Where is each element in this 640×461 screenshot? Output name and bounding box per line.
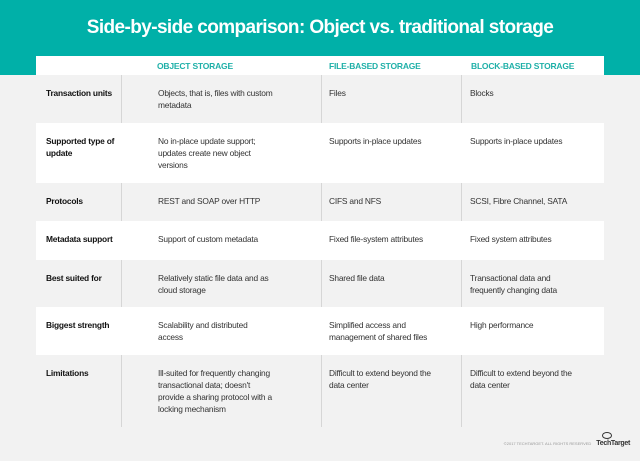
object-cell: Ill-suited for frequently changing trans… <box>158 368 272 414</box>
eye-icon <box>602 432 613 439</box>
techtarget-logo: TechTarget <box>596 432 630 447</box>
block-cell: Transactional data and frequently changi… <box>470 273 557 295</box>
header-file-storage: FILE-BASED STORAGE <box>329 61 421 71</box>
column-divider <box>121 75 122 123</box>
column-divider <box>461 183 462 221</box>
table-row: Limitations Ill-suited for frequently cha… <box>36 355 604 427</box>
table-row: Best suited for Relatively static file da… <box>36 260 604 307</box>
column-divider <box>121 183 122 221</box>
row-label: Transaction units <box>46 88 112 98</box>
column-divider <box>461 75 462 123</box>
table-row: Transaction units Objects, that is, files… <box>36 75 604 123</box>
object-cell: No in-place update support; updates crea… <box>158 136 256 170</box>
copyright: ©2017 TECHTARGET. ALL RIGHTS RESERVED <box>503 441 592 446</box>
page-title: Side-by-side comparison: Object vs. trad… <box>86 17 554 38</box>
column-divider <box>321 260 322 307</box>
logo-text: TechTarget <box>596 440 630 447</box>
header-block-storage: BLOCK-BASED STORAGE <box>471 61 575 71</box>
comparison-table: OBJECT STORAGE FILE-BASED STORAGE BLOCK-… <box>36 56 604 427</box>
file-cell: Difficult to extend beyond the data cent… <box>329 368 431 390</box>
column-divider <box>461 260 462 307</box>
object-cell: Support of custom metadata <box>158 234 259 244</box>
column-divider <box>321 75 322 123</box>
block-cell: Blocks <box>470 88 494 98</box>
column-divider <box>121 260 122 307</box>
file-cell: Simplified access and management of shar… <box>329 320 428 342</box>
table-row: Supported type of update No in-place upda… <box>36 123 604 183</box>
row-label: Supported type of update <box>46 136 115 158</box>
file-cell: Shared file data <box>329 273 385 283</box>
row-label: Limitations <box>46 368 89 378</box>
header-object-storage: OBJECT STORAGE <box>157 61 233 71</box>
column-divider <box>321 355 322 427</box>
file-cell: Files <box>329 88 346 98</box>
table-row: Protocols REST and SOAP over HTTP CIFS and… <box>36 183 604 221</box>
table-row: Biggest strength Scalability and distribu… <box>36 307 604 355</box>
object-cell: Objects, that is, files with custom meta… <box>158 88 273 110</box>
column-divider <box>121 355 122 427</box>
row-label: Metadata support <box>46 234 113 244</box>
row-label: Protocols <box>46 196 83 206</box>
column-divider <box>321 183 322 221</box>
row-label: Biggest strength <box>46 320 110 330</box>
block-cell: Difficult to extend beyond the data cent… <box>470 368 572 390</box>
file-cell: Fixed file-system attributes <box>329 234 424 244</box>
file-cell: Supports in-place updates <box>329 136 422 146</box>
table-header: OBJECT STORAGE FILE-BASED STORAGE BLOCK-… <box>36 56 604 75</box>
table-row: Metadata support Support of custom metada… <box>36 221 604 260</box>
row-label: Best suited for <box>46 273 102 283</box>
block-cell: Fixed system attributes <box>470 234 552 244</box>
file-cell: CIFS and NFS <box>329 196 382 206</box>
block-cell: Supports in-place updates <box>470 136 563 146</box>
object-cell: REST and SOAP over HTTP <box>158 196 261 206</box>
object-cell: Scalability and distributed access <box>158 320 248 342</box>
block-cell: SCSI, Fibre Channel, SATA <box>470 196 568 206</box>
block-cell: High performance <box>470 320 534 330</box>
object-cell: Relatively static file data and as cloud… <box>158 273 269 295</box>
column-divider <box>461 355 462 427</box>
footer: ©2017 TECHTARGET. ALL RIGHTS RESERVED Te… <box>503 432 630 447</box>
